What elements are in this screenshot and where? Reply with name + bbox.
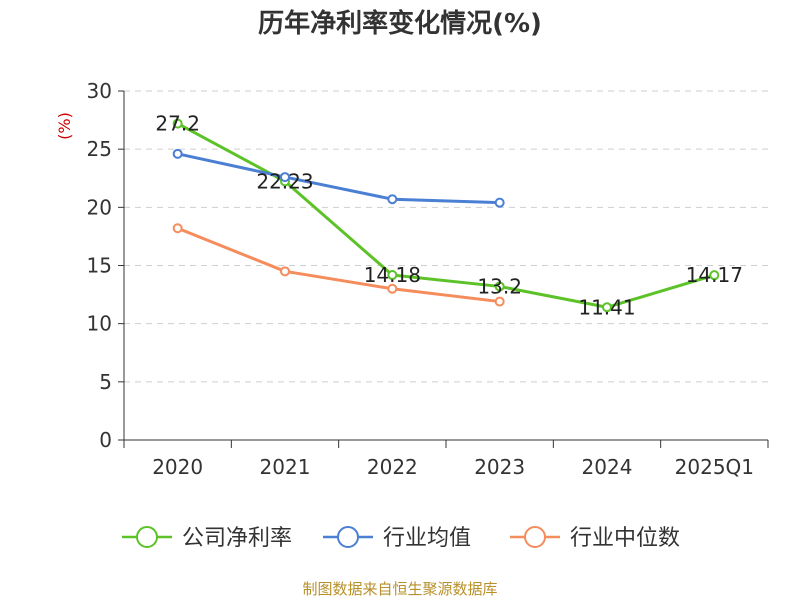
legend-marker	[337, 526, 359, 548]
data-point	[387, 194, 398, 205]
legend-label: 行业中位数	[570, 526, 680, 551]
legend-label: 公司净利率	[182, 526, 292, 551]
data-point	[387, 270, 398, 281]
data-point	[494, 197, 505, 208]
legend: 公司净利率 行业均值 行业中位数	[122, 526, 680, 551]
legend-label: 行业均值	[383, 526, 471, 551]
series-line	[176, 152, 502, 205]
y-tick-label: 25	[87, 137, 112, 161]
y-tick-labels: 0 5 10 15 20 25 30	[87, 79, 112, 452]
series-line	[176, 122, 716, 309]
source-note: 制图数据来自恒生聚源数据库	[302, 580, 497, 598]
data-label: 27.2	[155, 112, 200, 136]
data-point	[709, 270, 720, 281]
data-point	[172, 118, 183, 129]
x-tick-label: 2023	[474, 455, 525, 479]
x-tick-labels: 2020 2021 2022 2023 2024 2025Q1	[152, 455, 754, 479]
y-tick-label: 5	[99, 370, 112, 394]
legend-marker	[136, 526, 158, 548]
data-label: 22.23	[256, 169, 313, 193]
data-label: 11.41	[578, 295, 635, 319]
y-tick-label: 20	[87, 195, 112, 219]
legend-marker	[524, 526, 546, 548]
x-tick-label: 2024	[582, 455, 633, 479]
series-line	[176, 226, 502, 304]
data-point	[494, 296, 505, 307]
y-tick-label: 30	[87, 79, 112, 103]
y-axis-label: (%)	[55, 112, 74, 140]
data-point	[602, 302, 612, 313]
data-point	[172, 223, 183, 234]
data-point	[494, 281, 505, 292]
data-point	[280, 172, 290, 183]
x-tick-label: 2021	[260, 455, 311, 479]
data-labels: 27.2 22.23 14.18 13.2 11.41 14.17	[155, 112, 743, 320]
data-point	[172, 148, 183, 159]
axes	[118, 90, 769, 448]
chart-title: 历年净利率变化情况(%)	[258, 8, 542, 39]
y-tick-label: 15	[87, 254, 112, 278]
data-point	[280, 266, 290, 277]
y-tick-label: 0	[99, 428, 112, 452]
x-tick-label: 2022	[367, 455, 418, 479]
y-tick-label: 10	[87, 312, 112, 336]
x-tick-label: 2020	[152, 455, 203, 479]
series-group	[172, 118, 720, 313]
data-label: 14.17	[686, 263, 743, 287]
data-label: 14.18	[364, 263, 421, 287]
data-point	[387, 283, 398, 294]
grid-lines	[124, 90, 768, 383]
x-tick-label: 2025Q1	[675, 455, 754, 479]
data-label: 13.2	[477, 274, 522, 298]
